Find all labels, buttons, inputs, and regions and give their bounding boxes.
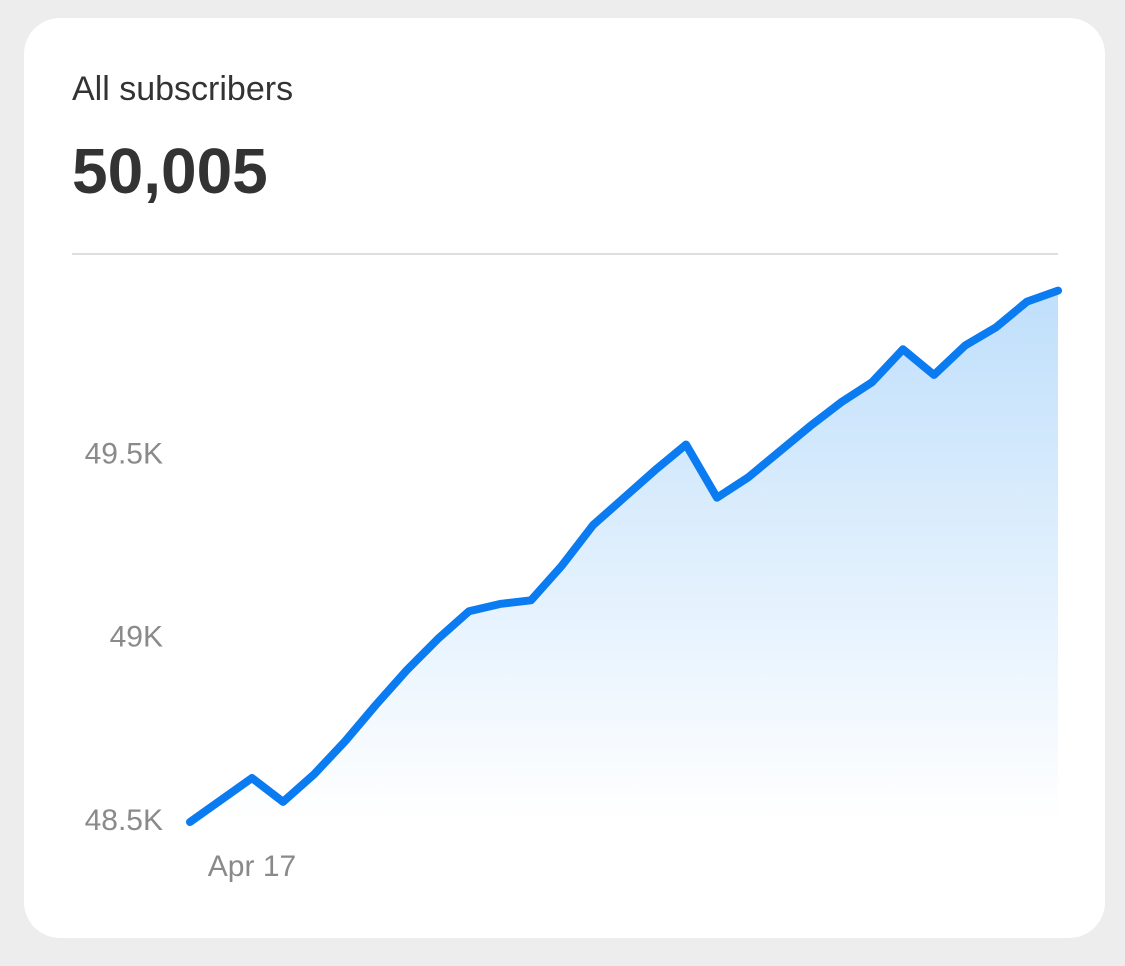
area	[190, 290, 1058, 823]
y-tick-label: 49.5K	[85, 437, 163, 470]
y-tick-label: 48.5K	[85, 804, 163, 837]
x-tick-label: Apr 17	[208, 850, 296, 883]
line	[186, 286, 1062, 826]
headline: 50,005	[72, 135, 268, 207]
card-title: All subscribers	[72, 70, 293, 108]
y-tick-label: 49K	[110, 621, 163, 654]
